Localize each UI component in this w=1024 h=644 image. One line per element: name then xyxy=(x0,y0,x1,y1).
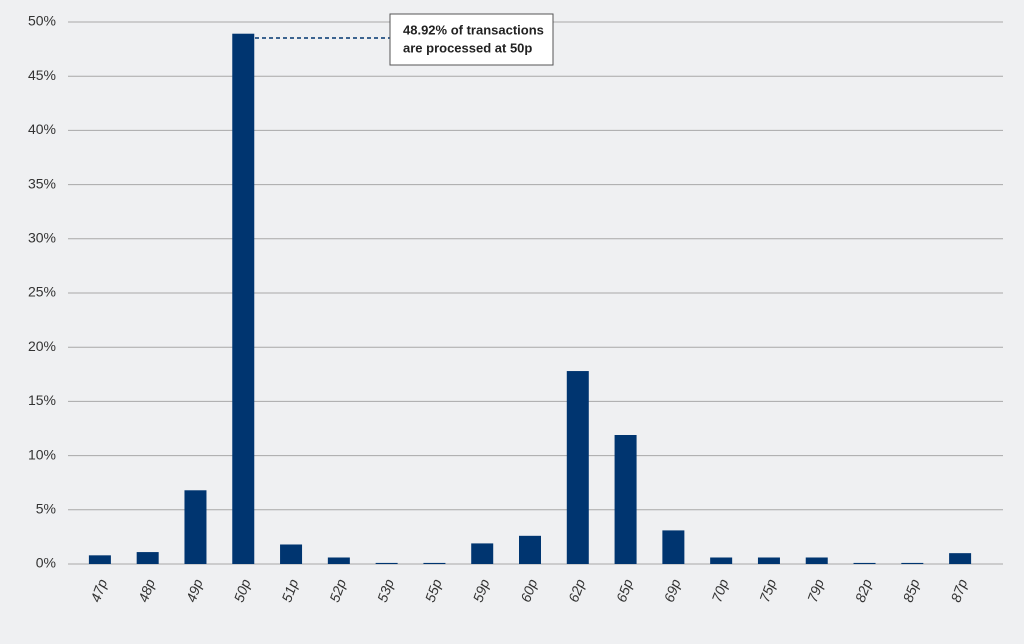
annotation-text: 48.92% of transactions xyxy=(403,22,544,37)
x-tick-label: 51p xyxy=(278,577,301,605)
y-tick-label: 25% xyxy=(28,284,56,300)
y-tick-label: 15% xyxy=(28,392,56,408)
x-tick-label: 69p xyxy=(661,577,684,605)
bar xyxy=(327,557,350,564)
x-tick-label: 59p xyxy=(469,577,492,605)
bar xyxy=(232,33,255,564)
bar xyxy=(88,555,111,564)
y-tick-label: 30% xyxy=(28,230,56,246)
x-tick-label: 48p xyxy=(135,577,158,605)
x-tick-label: 50p xyxy=(231,577,254,605)
x-tick-label: 85p xyxy=(900,577,923,605)
x-tick-label: 87p xyxy=(947,577,970,605)
bar xyxy=(280,544,303,564)
bar xyxy=(136,552,159,564)
y-tick-label: 20% xyxy=(28,338,56,354)
x-tick-label: 60p xyxy=(517,577,540,605)
annotation-box xyxy=(389,13,554,66)
x-tick-label: 82p xyxy=(852,577,875,605)
bar xyxy=(375,562,398,564)
bar xyxy=(423,562,446,564)
bar xyxy=(805,557,828,564)
bar xyxy=(184,490,207,564)
x-tick-label: 52p xyxy=(326,577,349,605)
y-tick-label: 10% xyxy=(28,446,56,462)
bar xyxy=(853,562,876,564)
bar xyxy=(949,553,972,564)
x-tick-label: 47p xyxy=(87,577,110,605)
x-tick-label: 75p xyxy=(756,577,779,605)
bar xyxy=(471,543,494,564)
y-tick-label: 0% xyxy=(36,555,56,571)
x-tick-label: 65p xyxy=(613,577,636,605)
bar xyxy=(901,562,924,564)
bar xyxy=(519,535,541,564)
y-tick-label: 45% xyxy=(28,67,56,83)
bar xyxy=(662,530,685,564)
x-tick-label: 62p xyxy=(565,577,588,605)
bar xyxy=(757,557,780,564)
bar xyxy=(710,557,733,564)
annotation-text: are processed at 50p xyxy=(403,40,532,55)
bar xyxy=(614,435,637,564)
y-tick-label: 50% xyxy=(28,13,56,29)
x-tick-label: 55p xyxy=(422,577,445,605)
bar xyxy=(566,371,589,564)
y-tick-label: 35% xyxy=(28,175,56,191)
x-tick-label: 53p xyxy=(374,577,397,605)
x-tick-label: 79p xyxy=(804,577,827,605)
y-tick-label: 40% xyxy=(28,121,56,137)
y-tick-label: 5% xyxy=(36,501,56,517)
x-tick-label: 49p xyxy=(183,577,206,605)
x-tick-label: 70p xyxy=(708,577,731,605)
